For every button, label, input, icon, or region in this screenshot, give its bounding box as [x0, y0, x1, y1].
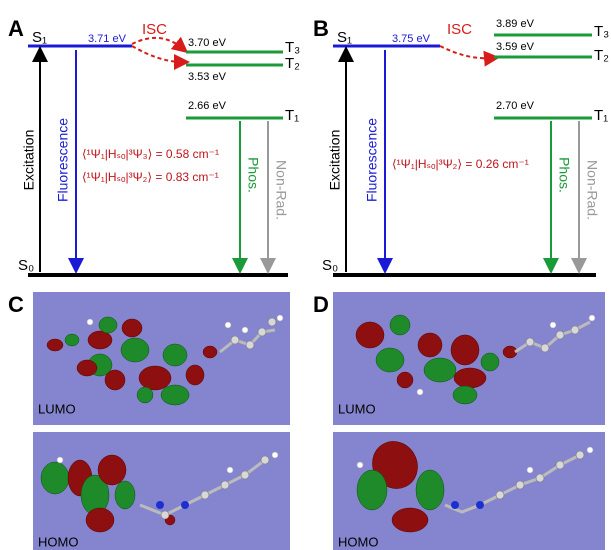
panel-label: D	[313, 292, 329, 317]
phos-label: Phos.	[556, 157, 572, 193]
fluorescence-label: Fluorescence	[55, 118, 71, 202]
isc-label: ISC	[447, 21, 472, 38]
t2-label: T₂	[285, 55, 300, 72]
lumo-label: LUMO	[338, 401, 376, 416]
soc-value: ⟨¹Ψ₁|Hₛₒ|³Ψ₂⟩ = 0.83 cm⁻¹	[82, 170, 219, 184]
t1-label: T₁	[285, 107, 299, 124]
homo-label: HOMO	[38, 534, 78, 549]
excitation-label: Excitation	[327, 130, 343, 191]
t1-energy: 2.70 eV	[496, 100, 535, 112]
panel-label: A	[8, 16, 24, 41]
homo-label: HOMO	[338, 534, 378, 549]
phos-label: Phos.	[245, 157, 261, 193]
s1-label: S₁	[32, 29, 47, 46]
panel-c: C LUMO HOMO	[8, 292, 290, 550]
t3-energy: 3.70 eV	[188, 37, 227, 49]
lumo-label: LUMO	[38, 401, 76, 416]
panel-b: B S₁ 3.75 eV ISC 3.89 eV T₃ 3.59 eV T₂ 2…	[313, 16, 609, 275]
t2-label: T₂	[594, 47, 609, 64]
isc-label: ISC	[142, 21, 167, 38]
t2-energy: 3.59 eV	[496, 41, 535, 53]
figure: A S₁ 3.71 eV ISC 3.70 eV T₃ 3.53 eV T₂ 2…	[0, 0, 611, 550]
t3-energy: 3.89 eV	[496, 18, 535, 30]
s1-label: S₁	[337, 29, 352, 46]
t2-energy: 3.53 eV	[188, 71, 227, 83]
fluorescence-label: Fluorescence	[364, 118, 380, 202]
soc-value: ⟨¹Ψ₁|Hₛₒ|³Ψ₃⟩ = 0.58 cm⁻¹	[82, 147, 219, 161]
t3-label: T₃	[285, 39, 300, 56]
isc-arrow	[440, 46, 492, 58]
panel-label: C	[8, 292, 24, 317]
t1-energy: 2.66 eV	[188, 100, 227, 112]
panel-label: B	[313, 16, 329, 41]
s0-label: S₀	[18, 257, 34, 274]
s0-label: S₀	[322, 257, 338, 274]
panel-a: A S₁ 3.71 eV ISC 3.70 eV T₃ 3.53 eV T₂ 2…	[8, 16, 300, 275]
s1-energy: 3.75 eV	[392, 33, 431, 45]
nonrad-label: Non-Rad.	[584, 160, 600, 220]
isc-arrow	[132, 46, 182, 62]
t3-label: T₃	[594, 23, 609, 40]
nonrad-label: Non-Rad.	[273, 160, 289, 220]
t1-label: T₁	[594, 107, 608, 124]
s1-energy: 3.71 eV	[88, 33, 127, 45]
panel-d: D LUMO HOMO	[313, 292, 605, 550]
soc-value: ⟨¹Ψ₁|Hₛₒ|³Ψ₂⟩ = 0.26 cm⁻¹	[392, 157, 529, 171]
excitation-label: Excitation	[21, 130, 37, 191]
isc-arrow	[132, 38, 182, 48]
